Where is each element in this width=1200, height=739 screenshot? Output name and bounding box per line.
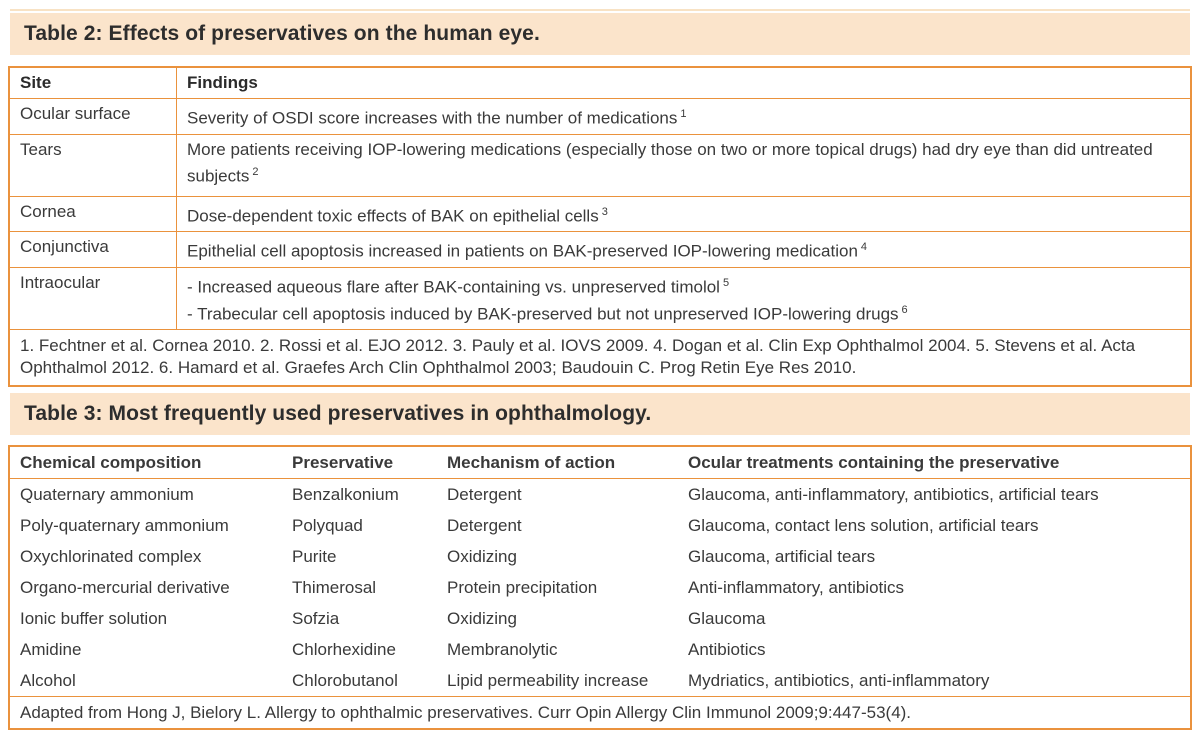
- table-row: Ionic buffer solution Sofzia Oxidizing G…: [10, 603, 1190, 634]
- chemical-composition-cell: Quaternary ammonium: [20, 485, 194, 504]
- table-row: Oxychlorinated complex Purite Oxidizing …: [10, 541, 1190, 572]
- site-cell: Conjunctiva: [10, 232, 177, 267]
- finding-line: - Trabecular cell apoptosis induced by B…: [187, 299, 1180, 326]
- table3-header-mechanism: Mechanism of action: [447, 453, 616, 472]
- table3-title: Table 3: Most frequently used preservati…: [24, 402, 652, 425]
- table3-header-chemical-composition: Chemical composition: [20, 453, 202, 472]
- reference-superscript: 3: [601, 205, 608, 218]
- reference-superscript: 6: [901, 303, 908, 316]
- treatments-cell: Antibiotics: [688, 640, 766, 659]
- chemical-composition-cell: Amidine: [20, 640, 82, 659]
- table2: Site Findings Ocular surface Severity of…: [8, 66, 1192, 388]
- mechanism-cell: Detergent: [447, 485, 522, 504]
- treatments-cell: Mydriatics, antibiotics, anti-inflammato…: [688, 671, 990, 690]
- table3-footnote: Adapted from Hong J, Bielory L. Allergy …: [10, 696, 1190, 728]
- treatments-cell: Glaucoma: [688, 609, 766, 628]
- table-row: Cornea Dose-dependent toxic effects of B…: [10, 195, 1190, 232]
- treatments-cell: Glaucoma, contact lens solution, artific…: [688, 516, 1039, 535]
- table-row: Intraocular - Increased aqueous flare af…: [10, 266, 1190, 330]
- table3-header-ocular-treatments: Ocular treatments containing the preserv…: [688, 453, 1060, 472]
- findings-cell: Severity of OSDI score increases with th…: [177, 99, 1190, 134]
- mechanism-cell: Protein precipitation: [447, 578, 598, 597]
- reference-superscript: 5: [722, 276, 730, 289]
- preservative-cell: Purite: [292, 547, 337, 566]
- findings-cell: Epithelial cell apoptosis increased in p…: [177, 232, 1190, 267]
- table-row: Amidine Chlorhexidine Membranolytic Anti…: [10, 634, 1190, 665]
- table-row: Ocular surface Severity of OSDI score in…: [10, 98, 1190, 134]
- reference-superscript: 2: [252, 165, 259, 178]
- table2-footnote: 1. Fechtner et al. Cornea 2010. 2. Rossi…: [10, 329, 1190, 385]
- treatments-cell: Glaucoma, anti-inflammatory, antibiotics…: [688, 485, 1099, 504]
- table2-title: Table 2: Effects of preservatives on the…: [24, 22, 540, 45]
- findings-cell: - Increased aqueous flare after BAK-cont…: [177, 268, 1190, 329]
- table3-title-band: Table 3: Most frequently used preservati…: [10, 393, 1190, 435]
- site-cell: Cornea: [10, 196, 177, 232]
- table-row: Quaternary ammonium Benzalkonium Deterge…: [10, 479, 1190, 510]
- chemical-composition-cell: Oxychlorinated complex: [20, 547, 202, 566]
- finding-line: - Increased aqueous flare after BAK-cont…: [187, 272, 1180, 299]
- top-rule-divider: [10, 9, 1190, 11]
- findings-cell: Dose-dependent toxic effects of BAK on e…: [177, 197, 1190, 232]
- table3-header-preservative: Preservative: [292, 453, 394, 472]
- findings-cell: More patients receiving IOP-lowering med…: [177, 135, 1190, 196]
- finding-text: - Increased aqueous flare after BAK-cont…: [187, 277, 720, 297]
- table-row: Poly-quaternary ammonium Polyquad Deterg…: [10, 510, 1190, 541]
- table2-header-row: Site Findings: [10, 68, 1190, 98]
- chemical-composition-cell: Alcohol: [20, 671, 76, 690]
- table2-title-band: Table 2: Effects of preservatives on the…: [10, 13, 1190, 55]
- table-row: Conjunctiva Epithelial cell apoptosis in…: [10, 231, 1190, 267]
- site-cell: Ocular surface: [10, 99, 177, 134]
- treatments-cell: Glaucoma, artificial tears: [688, 547, 876, 566]
- table-row: Organo-mercurial derivative Thimerosal P…: [10, 572, 1190, 603]
- chemical-composition-cell: Poly-quaternary ammonium: [20, 516, 229, 535]
- preservative-cell: Polyquad: [292, 516, 363, 535]
- table2-header-site: Site: [10, 68, 177, 98]
- reference-superscript: 4: [860, 241, 868, 254]
- mechanism-cell: Oxidizing: [447, 609, 517, 628]
- finding-text: Dose-dependent toxic effects of BAK on e…: [187, 206, 599, 226]
- reference-superscript: 1: [680, 108, 687, 120]
- table3: Chemical composition Preservative Mechan…: [8, 445, 1192, 730]
- chemical-composition-cell: Ionic buffer solution: [20, 609, 168, 628]
- table-row: Alcohol Chlorobutanol Lipid permeability…: [10, 665, 1190, 696]
- mechanism-cell: Membranolytic: [447, 640, 558, 659]
- treatments-cell: Anti-inflammatory, antibiotics: [688, 578, 905, 597]
- mechanism-cell: Detergent: [447, 516, 522, 535]
- preservative-cell: Chlorhexidine: [292, 640, 396, 659]
- table-row: Tears More patients receiving IOP-loweri…: [10, 133, 1190, 196]
- preservative-cell: Sofzia: [292, 609, 340, 628]
- finding-text: Severity of OSDI score increases with th…: [187, 108, 678, 128]
- finding-text: More patients receiving IOP-lowering med…: [187, 139, 1153, 186]
- finding-text: Epithelial cell apoptosis increased in p…: [187, 241, 858, 261]
- site-cell: Intraocular: [10, 267, 177, 330]
- preservative-cell: Chlorobutanol: [292, 671, 398, 690]
- mechanism-cell: Lipid permeability increase: [447, 671, 649, 690]
- mechanism-cell: Oxidizing: [447, 547, 517, 566]
- finding-text: - Trabecular cell apoptosis induced by B…: [187, 304, 899, 324]
- preservative-cell: Benzalkonium: [292, 485, 399, 504]
- preservative-cell: Thimerosal: [292, 578, 377, 597]
- table3-header-row: Chemical composition Preservative Mechan…: [10, 447, 1190, 479]
- site-cell: Tears: [10, 134, 177, 196]
- table2-header-findings: Findings: [187, 73, 258, 92]
- chemical-composition-cell: Organo-mercurial derivative: [20, 578, 230, 597]
